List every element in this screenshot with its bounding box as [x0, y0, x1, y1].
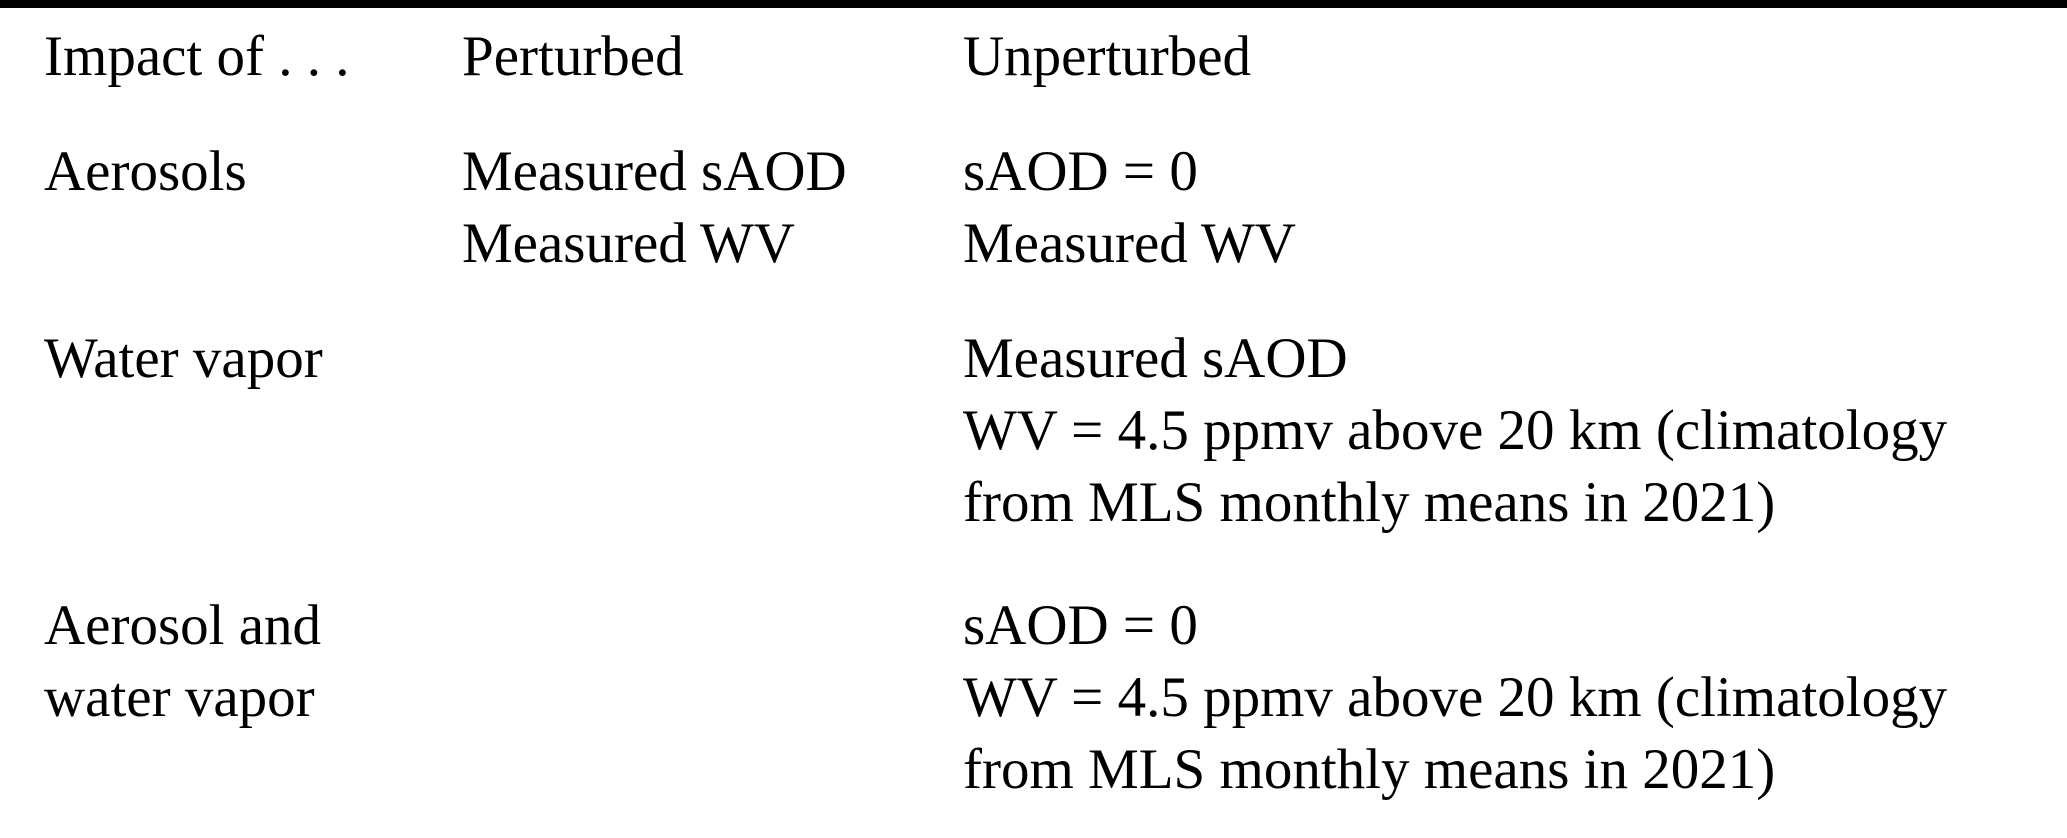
table-cell-line: from MLS monthly means in 2021) — [963, 738, 1776, 801]
cell-row3-unperturbed: sAOD = 0 WV = 4.5 ppmv above 20 km (clim… — [963, 590, 1947, 806]
table-cell-line: water vapor — [44, 666, 315, 729]
table-cell-line: sAOD = 0 — [963, 594, 1198, 657]
table-cell-line: WV = 4.5 ppmv above 20 km (climatology — [963, 666, 1948, 729]
table-cell-line: Water vapor — [44, 327, 323, 390]
cell-row3-impact: Aerosol and water vapor — [44, 590, 321, 734]
table-cell-line: Aerosol and — [44, 594, 322, 657]
table-cell-line: WV = 4.5 ppmv above 20 km (climatology — [963, 399, 1948, 462]
cell-row2-unperturbed: Measured sAOD WV = 4.5 ppmv above 20 km … — [963, 323, 1947, 539]
column-header-unperturbed-label: Unperturbed — [963, 25, 1252, 88]
column-header-perturbed-label: Perturbed — [462, 25, 684, 88]
column-header-unperturbed: Unperturbed — [963, 21, 1251, 93]
column-header-impact-label: Impact of . . . — [44, 25, 350, 88]
cell-row1-impact: Aerosols — [44, 136, 247, 208]
table-cell-line: Measured sAOD — [462, 140, 847, 203]
table-bottom-rule — [0, 0, 2067, 7]
column-header-impact: Impact of . . . — [44, 21, 349, 93]
table-cell-line: Measured WV — [963, 212, 1296, 275]
table-cell-line: Measured sAOD — [963, 327, 1348, 390]
cell-perturbed-shared: Measured sAOD Measured WV — [462, 136, 847, 280]
table-cell-line: from MLS monthly means in 2021) — [963, 471, 1776, 534]
table-cell-line: Aerosols — [44, 140, 247, 203]
table-cell-line: sAOD = 0 — [963, 140, 1198, 203]
cell-row2-impact: Water vapor — [44, 323, 323, 395]
table-cell-line: Measured WV — [462, 212, 795, 275]
cell-row1-unperturbed: sAOD = 0 Measured WV — [963, 136, 1296, 280]
column-header-perturbed: Perturbed — [462, 21, 684, 93]
